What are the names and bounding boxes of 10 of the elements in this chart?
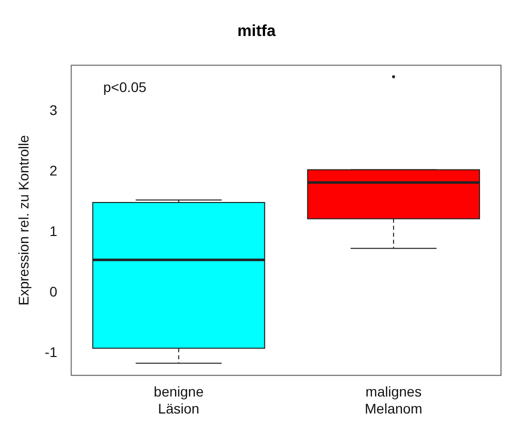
- y-tick-label: -1: [44, 344, 58, 360]
- y-tick-label: 3: [49, 102, 58, 118]
- y-tick-label: 1: [49, 222, 58, 239]
- y-axis-title: Expression rel. zu Kontrolle: [15, 134, 32, 306]
- annotation: p<0.05: [103, 79, 147, 96]
- y-tick-label: 0: [49, 283, 58, 300]
- x-tick-label: malignes Melanom: [364, 384, 422, 416]
- x-tick-label: benigne Läsion: [154, 384, 204, 416]
- y-tick-label: 2: [49, 162, 58, 178]
- chart-title: mitfa: [237, 23, 276, 40]
